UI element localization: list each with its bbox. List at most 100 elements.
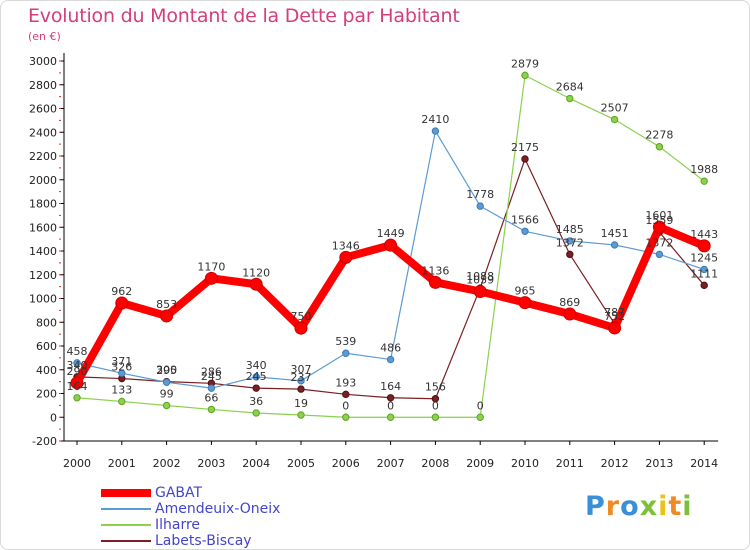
series-ilharre	[73, 71, 708, 421]
x-tick-label: 2007	[377, 457, 405, 470]
y-tick-label: 800	[36, 316, 57, 329]
x-tick-label: 2002	[153, 457, 181, 470]
data-point	[342, 349, 350, 357]
x-tick-label: 2012	[601, 457, 629, 470]
data-point	[249, 277, 263, 291]
data-label: 36	[249, 395, 263, 408]
data-point	[252, 384, 260, 392]
legend-label: Labets-Biscay	[155, 533, 252, 549]
data-point	[518, 296, 532, 310]
data-point	[610, 241, 619, 249]
x-tick-label: 2001	[108, 457, 136, 470]
legend-label: GABAT	[155, 485, 203, 501]
y-tick-label: 1200	[29, 269, 57, 282]
data-label: 2879	[511, 57, 539, 70]
data-point	[428, 275, 442, 289]
data-point	[207, 405, 216, 414]
data-label: 1443	[690, 228, 718, 241]
data-point	[297, 377, 305, 385]
data-label: 371	[111, 355, 132, 368]
data-point	[342, 390, 350, 399]
y-tick-label: 1800	[29, 198, 57, 211]
data-label: 307	[291, 363, 312, 376]
data-label: 2175	[511, 141, 539, 154]
y-tick-label: 2800	[29, 79, 57, 92]
legend-label: Amendeuix-Oneix	[155, 501, 281, 517]
data-label: 66	[204, 391, 218, 404]
data-label: 539	[335, 335, 356, 348]
data-label: 245	[246, 370, 267, 383]
data-label: 1988	[690, 163, 718, 176]
data-point	[566, 237, 574, 245]
data-point	[252, 409, 260, 417]
data-point	[115, 296, 129, 310]
data-label: 2410	[421, 113, 449, 126]
y-tick-label: 3000	[29, 55, 57, 68]
data-point	[521, 71, 529, 80]
data-point	[386, 394, 395, 402]
y-tick-label: 2000	[29, 174, 57, 187]
data-point	[655, 250, 664, 259]
data-label: 1170	[197, 260, 225, 273]
data-label: 1566	[511, 213, 539, 226]
x-tick-label: 2008	[421, 457, 449, 470]
data-label: 19	[294, 397, 308, 410]
data-label: 0	[477, 399, 484, 412]
data-label: 1449	[377, 227, 405, 240]
y-tick-label: 0	[50, 411, 57, 424]
data-label: 965	[515, 285, 536, 298]
series-labets-biscay	[73, 155, 708, 403]
data-label: 1120	[242, 266, 270, 279]
data-label: 1088	[466, 270, 494, 283]
y-tick-label: -200	[32, 435, 57, 448]
chart-subtitle: (en €)	[28, 30, 61, 43]
x-tick-label: 2005	[287, 457, 315, 470]
y-tick-label: 400	[36, 364, 57, 377]
data-label: 1778	[466, 188, 494, 201]
legend-swatch	[101, 508, 151, 510]
data-point	[521, 227, 529, 235]
data-point	[608, 321, 622, 335]
data-label: 133	[111, 383, 132, 396]
data-label: 1451	[601, 227, 629, 240]
data-point	[476, 202, 484, 210]
y-tick-label: 2200	[29, 150, 57, 163]
legend-swatch	[101, 540, 151, 542]
data-point	[297, 385, 305, 393]
data-point	[297, 411, 305, 419]
data-point	[652, 220, 666, 234]
data-label: 300	[156, 364, 177, 377]
data-point	[610, 115, 619, 124]
y-tick-label: 200	[36, 388, 57, 401]
data-label: 1372	[556, 236, 584, 249]
x-tick-label: 2011	[556, 457, 584, 470]
data-label: 750	[291, 310, 312, 323]
data-label: 193	[335, 376, 356, 389]
data-point	[204, 271, 218, 285]
data-point	[294, 321, 308, 335]
data-point	[162, 401, 171, 410]
data-label: 2684	[556, 81, 584, 94]
data-point	[431, 413, 440, 421]
y-tick-label: 1400	[29, 245, 57, 258]
data-label: 237	[291, 371, 312, 384]
data-point	[162, 378, 171, 386]
data-point	[431, 127, 440, 135]
data-label: 0	[342, 399, 349, 412]
data-label: 340	[246, 359, 267, 372]
data-label: 853	[156, 298, 177, 311]
data-point	[118, 397, 126, 406]
data-label: 326	[111, 361, 132, 374]
data-label: 486	[380, 342, 401, 355]
legend-swatch	[101, 524, 151, 526]
data-point	[73, 359, 81, 367]
data-label: 286	[201, 365, 222, 378]
data-label: 1346	[332, 239, 360, 252]
data-point	[342, 413, 350, 421]
data-point	[339, 250, 353, 264]
data-point	[476, 413, 484, 421]
data-label: 164	[67, 380, 88, 393]
data-label: 1245	[690, 251, 718, 264]
